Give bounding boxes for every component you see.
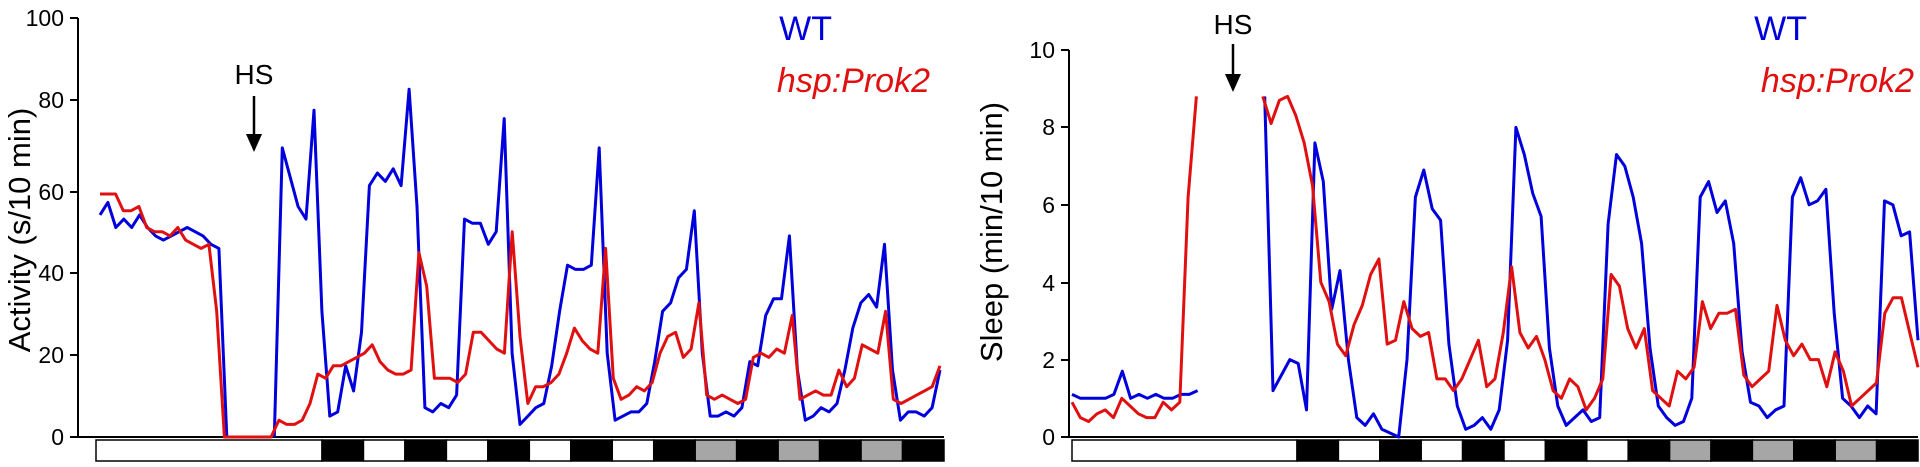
- activity-y-tick-label-0: 0: [51, 424, 64, 450]
- activity-light-bar-segment: [777, 439, 821, 462]
- activity-light-bar-segment: [652, 439, 696, 462]
- activity-light-bar-segment: [611, 439, 655, 462]
- activity-light-bar-segment: [528, 439, 572, 462]
- sleep-y-tick-label-0: 0: [1042, 424, 1055, 450]
- activity-hs-label: HS: [235, 59, 274, 90]
- activity-series-prok2-line: [100, 192, 942, 439]
- activity-y-tick-label-100: 100: [26, 5, 64, 31]
- activity-series-wt-line: [272, 87, 942, 438]
- activity-light-bar-segment: [735, 439, 779, 462]
- activity-light-dark-bar: [95, 439, 945, 462]
- sleep-data-lines: [1070, 94, 1920, 439]
- sleep-light-bar-segment: [1834, 439, 1878, 462]
- sleep-series-prok2-line: [1070, 96, 1198, 423]
- activity-y-tick-label-40: 40: [38, 260, 64, 286]
- activity-chart: Activity (s/10 min) 0 20 40 60 80 100 HS…: [2, 5, 945, 462]
- sleep-light-bar-segment: [1503, 439, 1547, 462]
- activity-light-bar-segment: [901, 439, 945, 462]
- activity-light-bar-segment: [818, 439, 862, 462]
- activity-y-tick-label-20: 20: [38, 342, 64, 368]
- sleep-series-wt-line: [1071, 369, 1199, 400]
- sleep-light-bar-segment: [1710, 439, 1754, 462]
- sleep-y-tick-label-8: 8: [1042, 114, 1055, 140]
- sleep-light-bar-segment: [1586, 439, 1629, 462]
- sleep-light-bar-segment: [1668, 439, 1712, 462]
- sleep-series-wt-line: [1263, 96, 1920, 439]
- sleep-y-tick-label-4: 4: [1042, 270, 1055, 296]
- activity-legend-wt: WT: [779, 10, 832, 48]
- activity-y-tick-label-80: 80: [38, 87, 64, 113]
- activity-light-bar-segment: [95, 439, 323, 462]
- sleep-chart: Sleep (min/10 min) 0 2 4 6 8 10 HS WT hs…: [974, 9, 1920, 462]
- sleep-y-tick-label-10: 10: [1029, 37, 1055, 63]
- activity-y-tick-label-60: 60: [38, 179, 64, 205]
- sleep-light-bar-segment: [1627, 439, 1671, 462]
- activity-series-wt-line: [98, 200, 229, 438]
- sleep-hs-arrow-head: [1225, 74, 1241, 92]
- activity-light-bar-segment: [321, 439, 365, 462]
- sleep-light-bar-segment: [1793, 439, 1836, 462]
- activity-hs-arrow-head: [246, 134, 262, 152]
- sleep-light-bar-segment: [1461, 439, 1505, 462]
- sleep-legend-wt: WT: [1754, 10, 1807, 48]
- sleep-series-prok2-line: [1261, 94, 1920, 412]
- sleep-y-tick-label-2: 2: [1042, 347, 1055, 373]
- activity-light-bar-segment: [570, 439, 614, 462]
- sleep-light-bar-segment: [1544, 439, 1588, 462]
- sleep-y-tick-label-6: 6: [1042, 192, 1055, 218]
- activity-data-lines: [98, 87, 942, 439]
- sleep-light-bar-segment: [1296, 439, 1340, 462]
- activity-light-bar-segment: [487, 439, 531, 462]
- sleep-legend-prok2: hsp:Prok2: [1761, 62, 1914, 100]
- sleep-light-bar-segment: [1875, 439, 1919, 462]
- activity-light-bar-segment: [694, 439, 738, 462]
- activity-light-bar-segment: [860, 439, 904, 462]
- sleep-light-bar-segment: [1751, 439, 1795, 462]
- activity-legend-prok2: hsp:Prok2: [777, 62, 930, 100]
- sleep-light-bar-segment: [1420, 439, 1464, 462]
- activity-light-bar-segment: [404, 439, 448, 462]
- activity-y-axis-title: Activity (s/10 min): [2, 108, 37, 353]
- activity-light-bar-segment: [445, 439, 489, 462]
- sleep-light-bar-segment: [1337, 439, 1381, 462]
- sleep-hs-label: HS: [1214, 9, 1253, 40]
- activity-light-bar-segment: [362, 439, 406, 462]
- sleep-light-bar-segment: [1071, 439, 1298, 462]
- sleep-light-bar-segment: [1379, 439, 1422, 462]
- sleep-light-dark-bar: [1071, 439, 1919, 462]
- sleep-y-axis-title: Sleep (min/10 min): [974, 102, 1009, 362]
